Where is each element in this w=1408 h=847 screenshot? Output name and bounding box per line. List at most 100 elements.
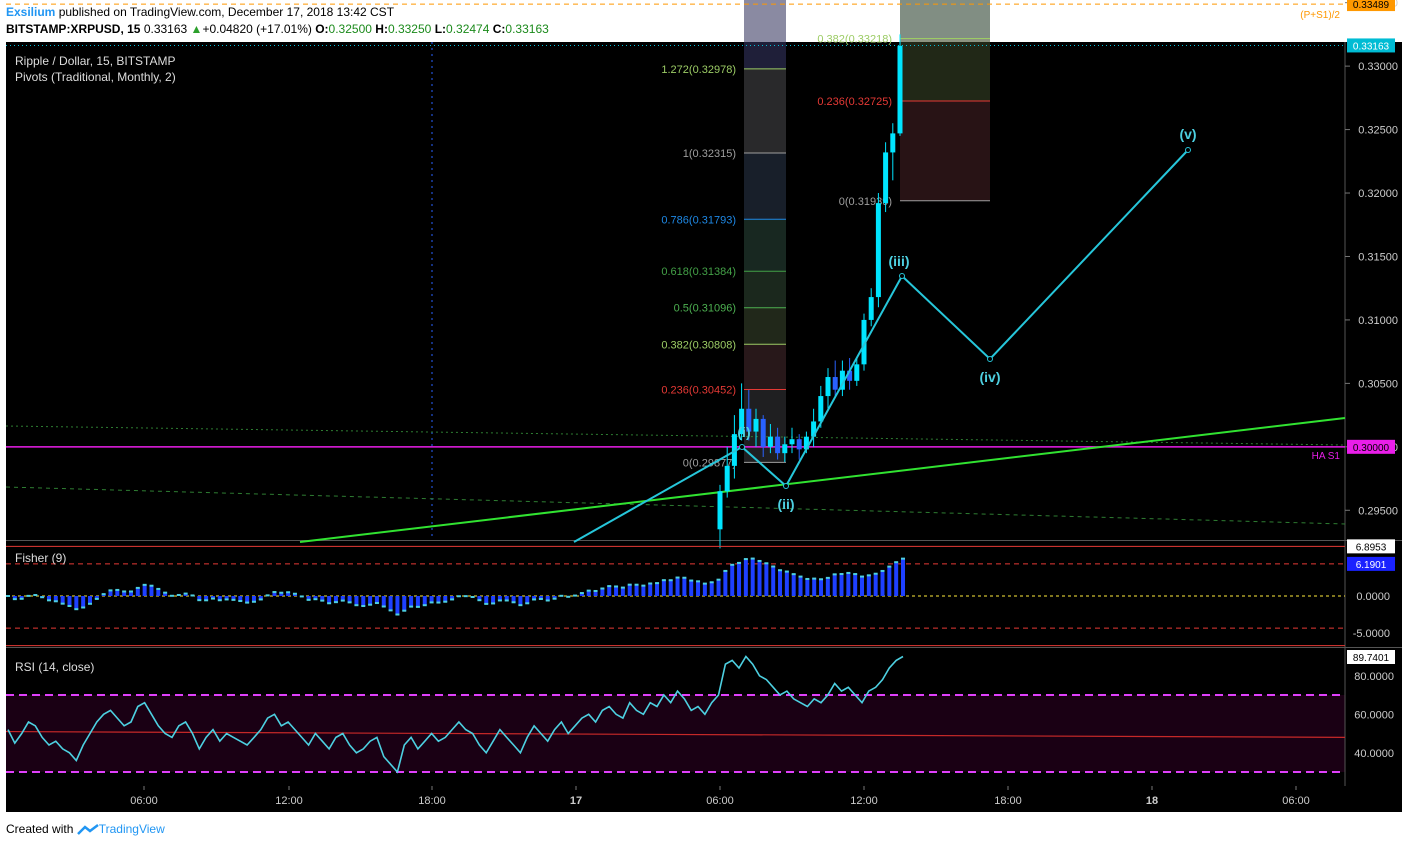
high-label: H: [375, 22, 388, 36]
fisher-bar [210, 596, 215, 599]
fisher-signal [142, 583, 147, 586]
fisher-signal [620, 586, 625, 589]
fisher-bar [723, 570, 728, 596]
fisher-bar [866, 575, 871, 596]
price-tag[interactable] [1347, 0, 1395, 12]
candle[interactable] [767, 436, 773, 447]
fisher-signal [764, 562, 769, 565]
pivots-indicator-label[interactable]: Pivots (Traditional, Monthly, 2) [15, 70, 176, 84]
candle[interactable] [839, 370, 845, 390]
candle[interactable] [803, 436, 809, 450]
candle[interactable] [724, 465, 730, 492]
fisher-signal [279, 591, 284, 594]
price-tag[interactable] [1347, 38, 1395, 53]
fisher-pane[interactable] [6, 541, 1345, 647]
fisher-bar [381, 596, 386, 607]
fisher-bar [538, 596, 543, 599]
fisher-signal [668, 579, 673, 582]
rsi-label[interactable]: RSI (14, close) [15, 660, 94, 674]
rsi-value: 89.7401 [1353, 653, 1390, 664]
candle[interactable] [746, 408, 752, 432]
fisher-signal [415, 605, 420, 608]
fisher-bar [19, 596, 24, 599]
author-name[interactable]: Exsilium [6, 5, 56, 19]
tradingview-brand[interactable]: TradingView [98, 822, 165, 836]
candle[interactable] [825, 377, 831, 397]
fisher-signal [238, 600, 243, 603]
fisher-bar [388, 596, 393, 611]
support-trendline[interactable] [299, 417, 1346, 543]
fisher-bar [122, 591, 127, 596]
price-tag-value: 0.30000 [1353, 443, 1390, 454]
candle[interactable] [753, 418, 759, 432]
main-pane[interactable] [6, 42, 1345, 540]
fib-zone [900, 101, 990, 201]
wave-point[interactable] [739, 444, 745, 450]
fisher-bar [682, 577, 687, 596]
fisher-label[interactable]: Fisher (9) [15, 551, 66, 565]
fisher-bar [135, 587, 140, 596]
fisher-signal [716, 578, 721, 581]
fisher-signal [491, 602, 496, 605]
fisher-signal [6, 595, 10, 597]
fisher-bar [94, 596, 99, 599]
trendline-dotted [5, 425, 1346, 446]
fisher-bar [477, 596, 482, 601]
fisher-bar [436, 596, 441, 603]
candle[interactable] [717, 491, 723, 530]
fib-level-label: 1.272(0.32978) [661, 64, 736, 76]
time-axis[interactable] [6, 786, 1402, 812]
wave-point[interactable] [783, 483, 789, 489]
candle[interactable] [875, 203, 881, 298]
fisher-signal [204, 599, 209, 602]
candle[interactable] [861, 319, 867, 365]
fisher-bar [484, 596, 489, 604]
fisher-bar [593, 590, 598, 596]
fisher-signal [750, 557, 755, 560]
fisher-bar [894, 562, 899, 596]
fisher-signal [812, 577, 817, 580]
candle[interactable] [854, 364, 860, 381]
candle[interactable] [796, 439, 802, 450]
elliott-wave-path[interactable] [573, 149, 1189, 543]
candle[interactable] [731, 434, 737, 466]
rsi-line[interactable] [7, 655, 904, 774]
y-tick-label: 0.30500 [1358, 378, 1398, 390]
fisher-bar [819, 579, 824, 596]
fisher-signal [436, 601, 441, 604]
fisher-value-tag [1347, 556, 1395, 571]
candle[interactable] [868, 297, 874, 320]
candle[interactable] [811, 421, 817, 437]
y-tick-label: 0.32000 [1358, 188, 1398, 200]
candle[interactable] [818, 396, 824, 422]
candle[interactable] [760, 418, 766, 447]
candle[interactable] [775, 436, 781, 454]
fisher-signal [504, 599, 509, 602]
fib-level-label: 0.236(0.32725) [817, 96, 892, 108]
fisher-bar [163, 592, 168, 596]
candle[interactable] [897, 45, 903, 134]
pivot-label: HA S1 [1312, 451, 1341, 462]
fisher-bar [518, 596, 523, 606]
candle[interactable] [883, 152, 889, 204]
fisher-bar [115, 589, 120, 596]
fisher-signal [429, 601, 434, 604]
candle[interactable] [789, 439, 795, 445]
fisher-signal [60, 602, 65, 605]
candle[interactable] [847, 370, 853, 381]
fisher-signal [217, 599, 222, 602]
wave-point[interactable] [1185, 147, 1191, 153]
fisher-bar [217, 596, 222, 601]
fisher-bar [251, 596, 256, 602]
fisher-signal [87, 602, 92, 605]
candle[interactable] [739, 408, 745, 435]
fisher-bar [614, 586, 619, 596]
wave-point[interactable] [987, 356, 993, 362]
price-tag[interactable] [1347, 439, 1395, 454]
candle[interactable] [782, 444, 788, 454]
candle[interactable] [890, 133, 896, 153]
candle[interactable] [832, 377, 838, 390]
fisher-signal [573, 594, 578, 597]
wave-point[interactable] [899, 273, 905, 279]
